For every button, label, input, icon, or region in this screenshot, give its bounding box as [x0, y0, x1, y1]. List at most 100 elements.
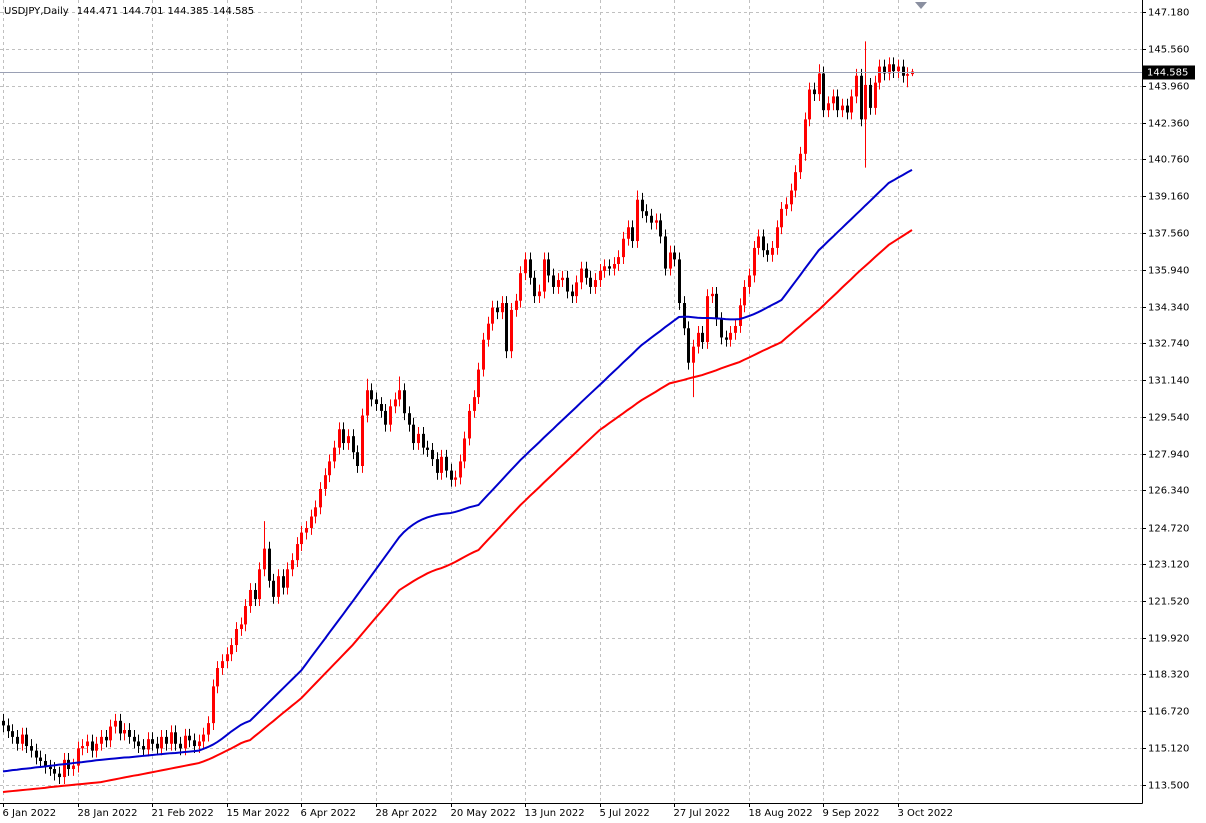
- candle-body: [468, 410, 471, 439]
- candle-body: [291, 560, 294, 570]
- y-tick-label: 131.140: [1148, 376, 1189, 387]
- x-tick-label: 15 Mar 2022: [227, 808, 290, 819]
- candle-body: [739, 305, 742, 326]
- candle-body: [324, 475, 327, 489]
- y-tick-label: 113.500: [1148, 781, 1189, 792]
- y-tick-label: 118.320: [1148, 670, 1189, 681]
- candle-body: [86, 741, 89, 747]
- candle-body: [883, 66, 886, 74]
- candle-body: [16, 736, 19, 744]
- candle-body: [711, 293, 714, 297]
- candle-body: [477, 369, 480, 398]
- candle-body: [11, 731, 14, 737]
- candle-body: [776, 227, 779, 248]
- candle-body: [445, 456, 448, 471]
- candle-body: [333, 447, 336, 462]
- candle-body: [193, 740, 196, 747]
- candle-body: [566, 277, 569, 292]
- candle-body: [888, 64, 891, 74]
- candle-body: [892, 64, 895, 72]
- chart-title: USDJPY,Daily: [4, 6, 69, 17]
- candle-body: [599, 270, 602, 281]
- candle-body: [631, 227, 634, 242]
- candle-body: [874, 82, 877, 108]
- candle-body: [151, 739, 154, 744]
- candle-body: [794, 172, 797, 191]
- candle-body: [30, 746, 33, 751]
- candle-body: [174, 732, 177, 744]
- candle-body: [342, 429, 345, 444]
- candle-body: [897, 66, 900, 72]
- candle-body: [240, 624, 243, 629]
- candle-body: [585, 268, 588, 278]
- candle-body: [123, 730, 126, 734]
- candle-body: [720, 319, 723, 338]
- candle-body: [91, 741, 94, 751]
- candle-body: [49, 766, 52, 770]
- y-tick-label: 127.940: [1148, 450, 1189, 461]
- candle-body: [119, 720, 122, 734]
- candle-body: [785, 204, 788, 209]
- candle-body: [58, 773, 61, 778]
- candle-body: [202, 734, 205, 742]
- candle-body: [268, 548, 271, 581]
- candle-body: [808, 89, 811, 120]
- candle-body: [170, 732, 173, 744]
- candle-body: [832, 96, 835, 104]
- candle-body: [300, 532, 303, 545]
- candle-body: [314, 507, 317, 517]
- candle-body: [2, 720, 5, 726]
- candle-body: [473, 397, 476, 411]
- y-tick-label: 145.560: [1148, 45, 1189, 56]
- candle-body: [659, 220, 662, 237]
- candle-body: [244, 606, 247, 625]
- candle-body: [403, 390, 406, 414]
- candle-body: [766, 250, 769, 255]
- candle-body: [7, 725, 10, 732]
- candle-body: [459, 461, 462, 478]
- marks-layer: [0, 41, 1142, 793]
- candle-body: [561, 277, 564, 281]
- candle-body: [328, 461, 331, 476]
- candle-body: [39, 757, 42, 761]
- candle-body: [198, 741, 201, 747]
- candle-body: [160, 736, 163, 749]
- candle-body: [505, 303, 508, 352]
- y-tick-label: 129.540: [1148, 413, 1189, 424]
- candle-body: [109, 726, 112, 741]
- current-price-box: [1143, 65, 1195, 80]
- candle-body: [683, 303, 686, 329]
- candle-body: [687, 328, 690, 363]
- candle-body: [533, 277, 536, 297]
- candle-body: [655, 220, 658, 223]
- candle-body: [263, 548, 266, 570]
- candle-body: [272, 580, 275, 597]
- candle-body: [286, 569, 289, 588]
- x-tick-label: 18 Aug 2022: [749, 808, 813, 819]
- candle-body: [860, 75, 863, 120]
- candle-body: [706, 296, 709, 343]
- candle-body: [608, 266, 611, 269]
- candle-body: [249, 589, 252, 607]
- candle-body: [408, 413, 411, 425]
- candle-body: [697, 332, 700, 347]
- y-tick-label: 126.340: [1148, 486, 1189, 497]
- chart-header: USDJPY,Daily 144.471 144.701 144.385 144.585: [4, 6, 254, 17]
- candle-body: [431, 449, 434, 460]
- candle-body: [81, 746, 84, 749]
- x-tick-label: 6 Jan 2022: [3, 808, 57, 819]
- candle-body: [841, 105, 844, 111]
- candle-body: [515, 300, 518, 310]
- candle-body: [734, 325, 737, 333]
- candle-body: [21, 734, 24, 744]
- candle-body: [617, 257, 620, 264]
- candle-body: [338, 429, 341, 448]
- candle-body: [757, 236, 760, 248]
- candle-body: [748, 275, 751, 287]
- candle-body: [221, 661, 224, 669]
- grid-layer: [0, 0, 1142, 803]
- candle-body: [212, 686, 215, 724]
- candle-body: [902, 66, 905, 76]
- candle-body: [743, 286, 746, 306]
- candle-body: [613, 263, 616, 269]
